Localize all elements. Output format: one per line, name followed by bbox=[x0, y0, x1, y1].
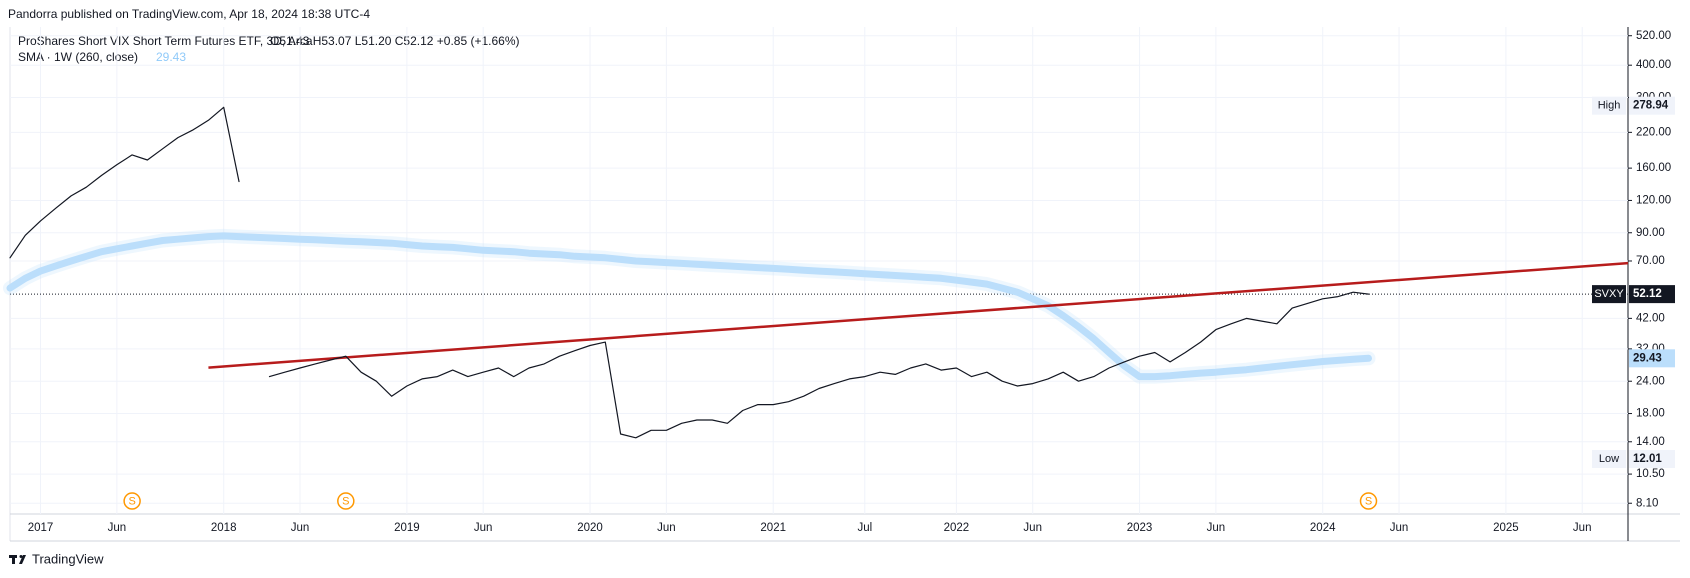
x-tick-label: Jun bbox=[291, 522, 310, 534]
x-tick-label: Jun bbox=[108, 522, 127, 534]
indicator-name: SMA · 1W (260, close) bbox=[18, 50, 138, 64]
low-tag-bg bbox=[1592, 449, 1626, 468]
sma-value: 29.43 bbox=[1633, 352, 1662, 364]
x-tick-label: Jun bbox=[1573, 522, 1592, 534]
brand-logo bbox=[9, 555, 26, 564]
x-tick-label: 2022 bbox=[944, 522, 970, 534]
high-tag-bg bbox=[1592, 96, 1626, 115]
low-tag: Low bbox=[1599, 453, 1619, 465]
x-tick-label: 2025 bbox=[1493, 522, 1519, 534]
sma-glow bbox=[3, 228, 1376, 384]
x-tick-label: Jun bbox=[474, 522, 493, 534]
y-tick-label: 520.00 bbox=[1636, 30, 1671, 42]
high-tag: High bbox=[1598, 100, 1621, 112]
x-tick-label: 2019 bbox=[394, 522, 420, 534]
event-marker bbox=[123, 492, 141, 510]
last-price-tag-bg bbox=[1592, 285, 1626, 304]
y-tick-label: 120.00 bbox=[1636, 194, 1671, 206]
x-tick-label: Jul bbox=[857, 522, 872, 534]
event-label: S bbox=[128, 495, 135, 507]
y-tick-label: 8.10 bbox=[1636, 497, 1658, 509]
high-box bbox=[1629, 96, 1675, 115]
x-tick-label: Jun bbox=[1390, 522, 1409, 534]
brand: TradingView bbox=[32, 551, 104, 566]
x-tick-label: 2020 bbox=[577, 522, 603, 534]
y-tick-label: 24.00 bbox=[1636, 375, 1665, 387]
event-marker bbox=[337, 492, 355, 510]
last-price-box bbox=[1629, 285, 1675, 304]
event-marker bbox=[1359, 492, 1378, 510]
x-tick-label: 2024 bbox=[1310, 522, 1336, 534]
y-tick-label: 160.00 bbox=[1636, 162, 1671, 174]
x-tick-label: Jun bbox=[657, 522, 676, 534]
y-tick-label: 42.00 bbox=[1636, 312, 1665, 324]
x-tick-label: Jun bbox=[1023, 522, 1042, 534]
event-label: S bbox=[1365, 495, 1372, 507]
y-tick-label: 90.00 bbox=[1636, 227, 1665, 239]
ohlc-text: O51.43 H53.07 L51.20 C52.12 +0.85 (+1.66… bbox=[270, 34, 520, 48]
x-tick-label: 2017 bbox=[28, 522, 54, 534]
event-label: S bbox=[342, 495, 349, 507]
x-tick-label: 2018 bbox=[211, 522, 237, 534]
y-tick-label: 70.00 bbox=[1636, 255, 1665, 267]
y-tick-label: 220.00 bbox=[1636, 126, 1671, 138]
chart-title: ProShares Short VIX Short Term Futures E… bbox=[18, 34, 313, 48]
x-tick-label: Jun bbox=[1207, 522, 1226, 534]
low-box bbox=[1629, 449, 1675, 468]
x-tick-label: 2023 bbox=[1127, 522, 1153, 534]
last-price-value: 52.12 bbox=[1633, 288, 1662, 300]
sma-box bbox=[1629, 349, 1675, 368]
low-value: 12.01 bbox=[1633, 453, 1662, 465]
trendline bbox=[208, 261, 1629, 369]
indicator-value: 29.43 bbox=[156, 50, 186, 64]
sma-line bbox=[6, 232, 1372, 381]
y-tick-label: 18.00 bbox=[1636, 408, 1665, 420]
last-price-tag: SVXY bbox=[1594, 288, 1624, 300]
publisher-note: Pandorra published on TradingView.com, A… bbox=[8, 7, 370, 21]
x-tick-label: 2021 bbox=[760, 522, 786, 534]
y-tick-label: 400.00 bbox=[1636, 59, 1671, 71]
high-value: 278.94 bbox=[1633, 100, 1669, 112]
y-tick-label: 14.00 bbox=[1636, 436, 1665, 448]
price-line bbox=[9, 106, 1370, 439]
y-tick-label: 10.50 bbox=[1636, 468, 1665, 480]
